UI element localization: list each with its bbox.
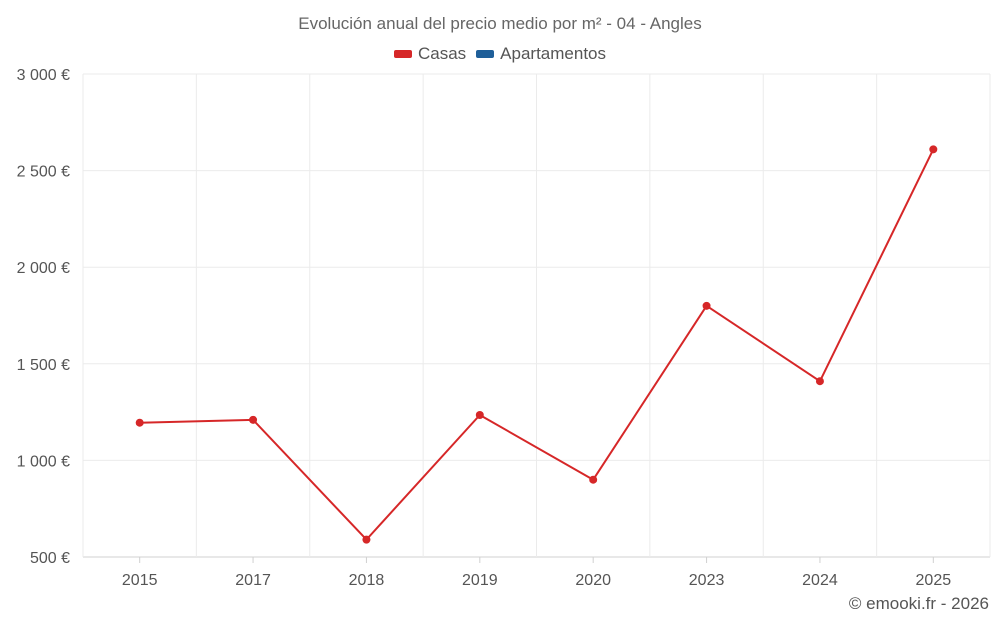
data-point-casas xyxy=(362,535,371,544)
y-tick-label: 1 000 € xyxy=(17,453,70,470)
y-tick-label: 500 € xyxy=(30,550,70,567)
x-tick-label: 2023 xyxy=(689,572,725,589)
legend-label-casas: Casas xyxy=(417,44,467,63)
x-tick-label: 2025 xyxy=(916,572,952,589)
x-tick-label: 2020 xyxy=(575,572,611,589)
legend-item-apartamentos[interactable]: Apartamentos xyxy=(476,44,606,64)
legend-label-apartamentos: Apartamentos xyxy=(500,44,607,63)
chart-title: Evolución anual del precio medio por m² … xyxy=(298,14,702,33)
x-tick-label: 2018 xyxy=(349,572,385,589)
legend: Casas Apartamentos xyxy=(0,44,1000,64)
legend-swatch-casas xyxy=(393,50,412,58)
y-tick-label: 2 500 € xyxy=(17,164,70,181)
series-line-casas xyxy=(139,148,935,541)
data-point-casas xyxy=(815,377,824,386)
data-point-casas xyxy=(249,415,258,424)
legend-swatch-apartamentos xyxy=(476,50,495,58)
y-tick-label: 1 500 € xyxy=(17,357,70,374)
credit-text: © emooki.fr - 2026 xyxy=(848,594,989,613)
data-point-casas xyxy=(702,301,711,310)
x-tick-label: 2015 xyxy=(122,572,158,589)
legend-item-casas[interactable]: Casas xyxy=(393,44,467,64)
data-point-casas xyxy=(475,410,484,419)
x-tick-label: 2024 xyxy=(802,572,838,589)
x-tick-label: 2019 xyxy=(462,572,498,589)
data-point-casas xyxy=(589,475,598,484)
x-tick-label: 2017 xyxy=(235,572,271,589)
y-tick-label: 2 000 € xyxy=(17,260,70,277)
y-tick-label: 3 000 € xyxy=(17,67,70,84)
data-point-casas xyxy=(929,145,938,154)
data-point-casas xyxy=(135,418,144,427)
